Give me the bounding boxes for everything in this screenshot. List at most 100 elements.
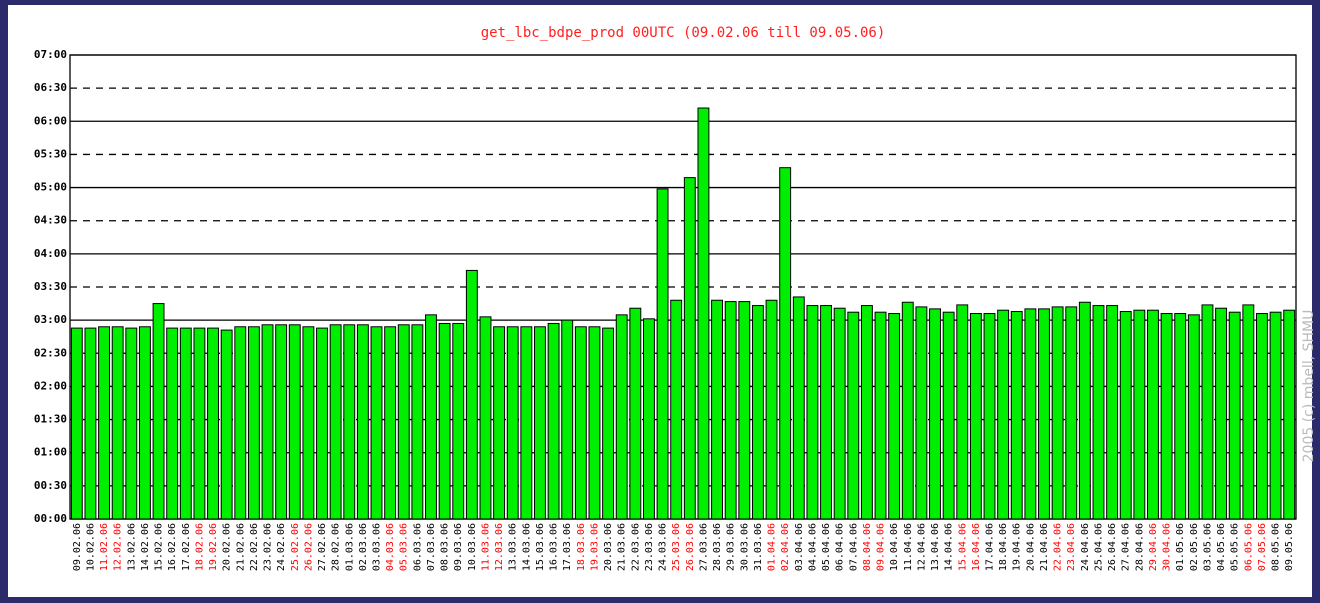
bar bbox=[1160, 313, 1173, 520]
x-tick-label: 16.03.06 bbox=[549, 523, 560, 571]
x-tick-label: 14.02.06 bbox=[140, 523, 151, 571]
x-tick-label: 20.04.06 bbox=[1025, 523, 1036, 571]
x-tick-label: 14.04.06 bbox=[944, 523, 955, 571]
bar bbox=[493, 326, 506, 520]
bar bbox=[860, 305, 873, 520]
bar bbox=[765, 299, 778, 520]
x-tick-label: 16.04.06 bbox=[971, 523, 982, 571]
x-tick-label: 06.04.06 bbox=[835, 523, 846, 571]
bar bbox=[452, 322, 465, 520]
bar bbox=[166, 327, 179, 520]
x-tick-label: 03.05.06 bbox=[1202, 523, 1213, 571]
x-tick-label: 29.03.06 bbox=[726, 523, 737, 571]
x-tick-label: 24.02.06 bbox=[276, 523, 287, 571]
x-tick-label: 09.02.06 bbox=[72, 523, 83, 571]
bar bbox=[929, 308, 941, 520]
bar bbox=[343, 324, 356, 520]
bar bbox=[683, 177, 696, 520]
bar bbox=[1133, 309, 1146, 520]
bar bbox=[874, 311, 887, 520]
x-tick-label: 28.04.06 bbox=[1134, 523, 1145, 571]
y-tick-label: 06:00 bbox=[34, 114, 67, 127]
x-tick-label: 06.03.06 bbox=[412, 523, 423, 571]
bar bbox=[738, 301, 751, 520]
y-tick-label: 01:00 bbox=[34, 446, 67, 459]
bar bbox=[98, 326, 111, 520]
bar bbox=[792, 296, 805, 520]
x-tick-label: 25.04.06 bbox=[1093, 523, 1104, 571]
bar bbox=[506, 326, 519, 520]
x-tick-label: 07.05.06 bbox=[1257, 523, 1268, 571]
bar bbox=[179, 327, 192, 520]
y-tick-label: 00:30 bbox=[34, 479, 67, 492]
bar bbox=[247, 326, 260, 520]
x-tick-label: 23.02.06 bbox=[263, 523, 274, 571]
y-tick-label: 03:00 bbox=[34, 313, 67, 326]
y-tick-label: 02:00 bbox=[34, 379, 67, 392]
x-tick-label: 05.03.06 bbox=[399, 523, 410, 571]
bar bbox=[152, 303, 165, 520]
x-tick-label: 12.03.06 bbox=[494, 523, 505, 571]
bar bbox=[642, 318, 655, 520]
x-tick-label: 02.03.06 bbox=[358, 523, 369, 571]
bar bbox=[615, 314, 628, 520]
x-tick-label: 24.04.06 bbox=[1080, 523, 1091, 571]
x-tick-label: 11.04.06 bbox=[903, 523, 914, 571]
bar bbox=[1215, 307, 1228, 520]
bar bbox=[969, 313, 982, 520]
bar bbox=[207, 327, 219, 520]
x-tick-label: 26.02.06 bbox=[303, 523, 314, 571]
x-tick-label: 17.03.06 bbox=[562, 523, 573, 571]
x-tick-label: 15.03.06 bbox=[535, 523, 546, 571]
bar bbox=[656, 188, 669, 520]
x-tick-label: 06.05.06 bbox=[1243, 523, 1254, 571]
bar bbox=[465, 269, 478, 520]
bar bbox=[288, 324, 301, 520]
bar bbox=[561, 319, 574, 520]
bar bbox=[1283, 309, 1296, 520]
bar bbox=[547, 322, 560, 520]
bar bbox=[425, 314, 437, 520]
x-tick-label: 05.05.06 bbox=[1230, 523, 1241, 571]
x-tick-label: 31.03.06 bbox=[753, 523, 764, 571]
x-tick-label: 23.03.06 bbox=[644, 523, 655, 571]
bar bbox=[983, 313, 996, 520]
bar bbox=[316, 327, 328, 520]
y-tick-label: 00:00 bbox=[34, 512, 67, 525]
bar bbox=[820, 305, 832, 520]
x-tick-label: 21.02.06 bbox=[235, 523, 246, 571]
x-tick-label: 09.04.06 bbox=[876, 523, 887, 571]
bar bbox=[1119, 311, 1132, 520]
x-tick-label: 13.04.06 bbox=[930, 523, 941, 571]
chart-title: get_lbc_bdpe_prod 00UTC (09.02.06 till 0… bbox=[481, 25, 886, 41]
x-tick-label: 03.04.06 bbox=[794, 523, 805, 571]
x-tick-label: 08.05.06 bbox=[1271, 523, 1282, 571]
x-tick-label: 27.04.06 bbox=[1121, 523, 1132, 571]
x-tick-label: 10.03.06 bbox=[467, 523, 478, 571]
bar bbox=[915, 306, 928, 520]
x-tick-label: 04.03.06 bbox=[385, 523, 396, 571]
bar bbox=[384, 326, 397, 520]
x-tick-label: 12.04.06 bbox=[916, 523, 927, 571]
bar bbox=[1201, 304, 1214, 520]
bar bbox=[997, 309, 1010, 520]
x-tick-label: 26.04.06 bbox=[1107, 523, 1118, 571]
y-tick-label: 03:30 bbox=[34, 280, 67, 293]
y-tick-label: 06:30 bbox=[34, 81, 67, 94]
x-tick-label: 18.02.06 bbox=[194, 523, 205, 571]
x-tick-label: 13.03.06 bbox=[508, 523, 519, 571]
x-tick-label: 04.05.06 bbox=[1216, 523, 1227, 571]
x-tick-label: 11.02.06 bbox=[99, 523, 110, 571]
x-tick-label: 21.04.06 bbox=[1039, 523, 1050, 571]
y-tick-label: 02:30 bbox=[34, 346, 67, 359]
x-tick-label: 10.02.06 bbox=[85, 523, 96, 571]
x-tick-label: 23.04.06 bbox=[1066, 523, 1077, 571]
bar bbox=[847, 311, 860, 520]
x-tick-label: 28.03.06 bbox=[712, 523, 723, 571]
bar bbox=[1147, 309, 1159, 520]
bar bbox=[588, 326, 601, 520]
bar bbox=[602, 327, 615, 520]
plot-border bbox=[69, 54, 1297, 520]
bar bbox=[397, 324, 410, 520]
x-tick-label: 15.04.06 bbox=[957, 523, 968, 571]
